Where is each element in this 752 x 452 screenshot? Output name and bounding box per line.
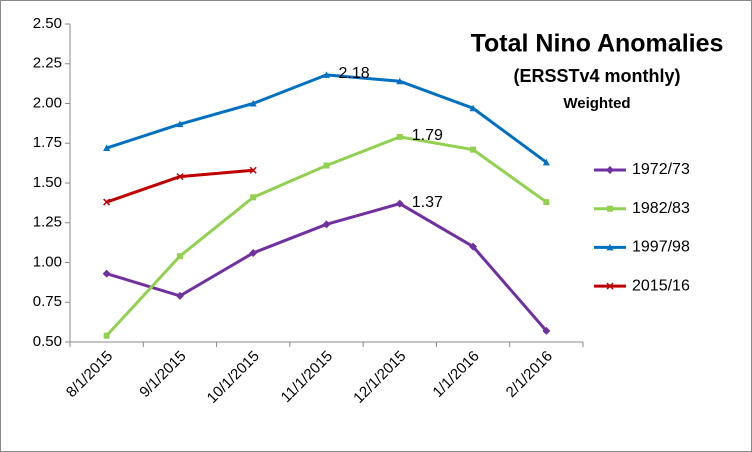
- point: [322, 220, 331, 229]
- point: [103, 144, 111, 152]
- point: [542, 158, 550, 166]
- y-tick-label: 0.50: [33, 333, 62, 350]
- point: [249, 248, 258, 257]
- data-label: 1.79: [412, 127, 443, 144]
- point: [176, 173, 184, 181]
- legend-label: 1972/73: [632, 161, 690, 178]
- point: [102, 269, 111, 278]
- y-tick-label: 1.75: [33, 134, 62, 151]
- point: [396, 77, 404, 85]
- legend-marker: [606, 243, 614, 251]
- chart-title: Total Nino Anomalies: [471, 30, 724, 58]
- y-tick-label: 1.50: [33, 174, 62, 191]
- point: [249, 166, 257, 174]
- data-label: 1.37: [412, 194, 443, 211]
- point: [542, 326, 551, 335]
- chart-subtitle: (ERSSTv4 monthly): [513, 66, 680, 86]
- legend-label: 1997/98: [632, 239, 690, 256]
- y-tick-label: 2.25: [33, 55, 62, 72]
- data-label: 2.18: [339, 65, 370, 82]
- y-tick-label: 1.00: [33, 253, 62, 270]
- point: [249, 100, 257, 107]
- legend-marker: [606, 282, 614, 290]
- point: [103, 198, 111, 206]
- point: [543, 199, 550, 206]
- legend-label: 2015/16: [632, 277, 690, 294]
- point: [175, 291, 184, 300]
- chart-note: Weighted: [563, 95, 630, 112]
- point: [470, 146, 477, 153]
- point: [396, 133, 403, 140]
- point: [176, 120, 184, 128]
- point: [323, 162, 330, 169]
- y-tick-label: 2.00: [33, 94, 62, 111]
- legend-marker: [606, 166, 614, 174]
- point: [395, 199, 404, 208]
- y-tick-label: 2.50: [33, 15, 62, 32]
- point: [323, 71, 330, 78]
- point: [250, 194, 257, 201]
- y-tick-label: 1.25: [33, 214, 62, 231]
- point: [469, 242, 478, 251]
- point: [469, 104, 477, 112]
- legend-label: 1982/83: [632, 200, 690, 217]
- point: [176, 253, 183, 260]
- point: [103, 332, 110, 339]
- legend-marker: [607, 205, 613, 212]
- y-tick-label: 0.75: [33, 293, 62, 310]
